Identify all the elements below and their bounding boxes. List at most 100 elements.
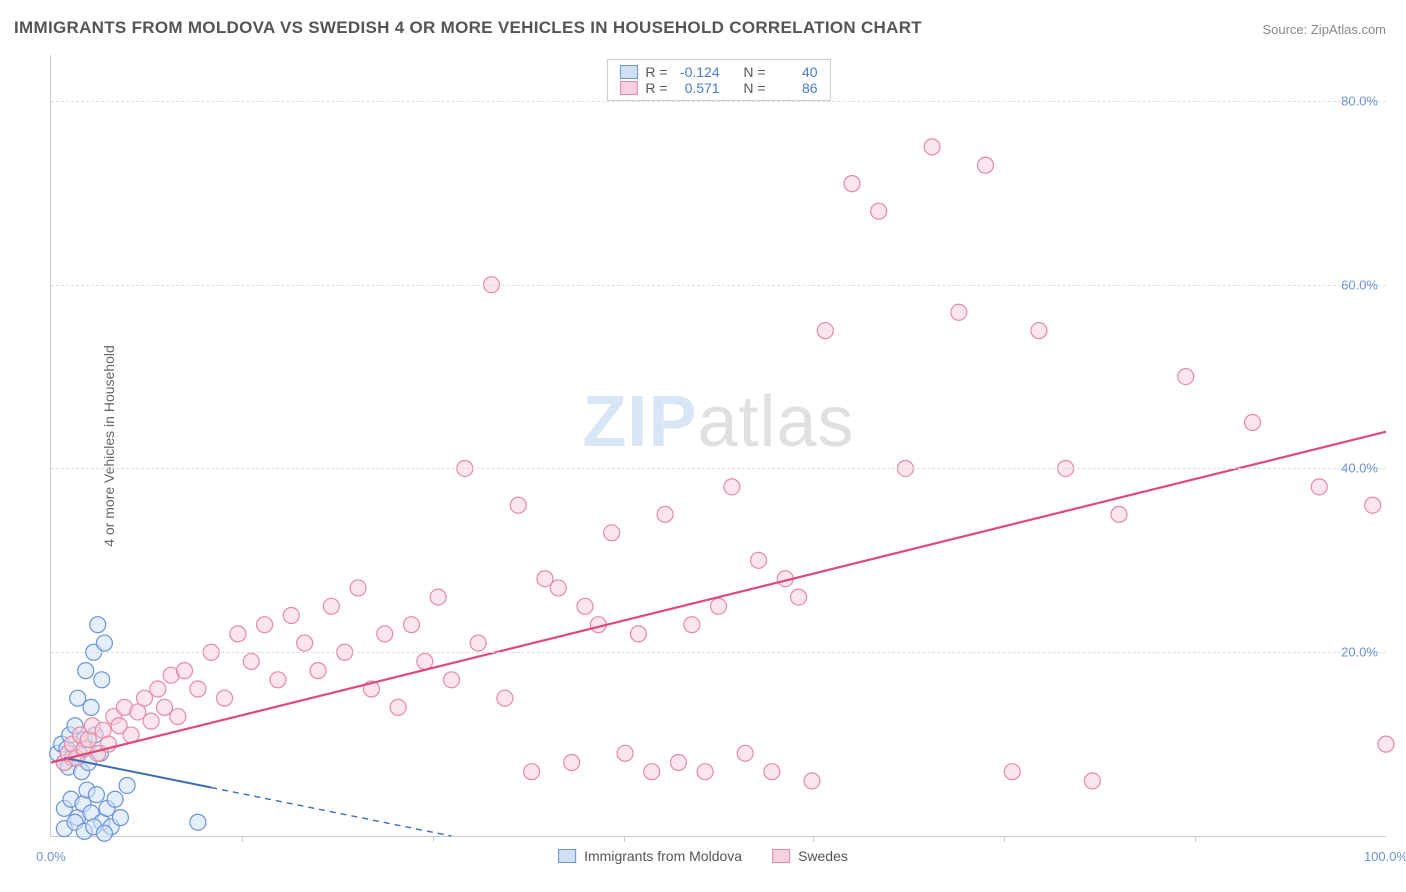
gridline — [51, 652, 1386, 653]
n-value-moldova: 40 — [774, 64, 818, 80]
scatter-point — [112, 810, 128, 826]
scatter-point — [1178, 369, 1194, 385]
x-tick-mark — [1004, 836, 1005, 842]
scatter-point — [1245, 415, 1261, 431]
scatter-point — [377, 626, 393, 642]
y-tick-label: 40.0% — [1341, 461, 1378, 476]
scatter-point — [684, 617, 700, 633]
y-tick-label: 60.0% — [1341, 277, 1378, 292]
scatter-point — [510, 497, 526, 513]
r-label: R = — [645, 64, 667, 80]
chart-plot-area: ZIPatlas R = -0.124 N = 40 R = 0.571 N =… — [50, 55, 1386, 837]
scatter-point — [617, 745, 633, 761]
scatter-point — [711, 598, 727, 614]
scatter-point — [1378, 736, 1394, 752]
swatch-swedes — [619, 81, 637, 95]
scatter-point — [697, 764, 713, 780]
scatter-point — [604, 525, 620, 541]
scatter-point — [791, 589, 807, 605]
scatter-point — [94, 672, 110, 688]
scatter-point — [217, 690, 233, 706]
scatter-point — [1004, 764, 1020, 780]
scatter-point — [844, 176, 860, 192]
legend-row-moldova: R = -0.124 N = 40 — [619, 64, 817, 80]
scatter-point — [577, 598, 593, 614]
scatter-point — [417, 653, 433, 669]
scatter-point — [470, 635, 486, 651]
r-label: R = — [645, 80, 667, 96]
scatter-point — [1084, 773, 1100, 789]
x-tick-mark — [242, 836, 243, 842]
scatter-svg — [51, 55, 1386, 836]
scatter-point — [1111, 506, 1127, 522]
scatter-point — [270, 672, 286, 688]
scatter-point — [230, 626, 246, 642]
scatter-point — [550, 580, 566, 596]
n-label: N = — [743, 64, 765, 80]
scatter-point — [78, 663, 94, 679]
r-value-moldova: -0.124 — [676, 64, 720, 80]
scatter-point — [170, 709, 186, 725]
trend-line — [51, 432, 1386, 763]
scatter-point — [297, 635, 313, 651]
scatter-point — [871, 203, 887, 219]
y-tick-label: 20.0% — [1341, 645, 1378, 660]
scatter-point — [390, 699, 406, 715]
scatter-point — [350, 580, 366, 596]
scatter-point — [96, 635, 112, 651]
swatch-moldova — [558, 849, 576, 863]
scatter-point — [644, 764, 660, 780]
scatter-point — [978, 157, 994, 173]
legend-label-moldova: Immigrants from Moldova — [584, 848, 742, 864]
gridline — [51, 285, 1386, 286]
y-tick-label: 80.0% — [1341, 93, 1378, 108]
scatter-point — [150, 681, 166, 697]
x-tick-label: 0.0% — [36, 849, 66, 864]
source-credit: Source: ZipAtlas.com — [1262, 22, 1386, 37]
x-tick-mark — [433, 836, 434, 842]
swatch-moldova — [619, 65, 637, 79]
swatch-swedes — [772, 849, 790, 863]
scatter-point — [1311, 479, 1327, 495]
scatter-point — [564, 754, 580, 770]
scatter-point — [430, 589, 446, 605]
legend-item-swedes: Swedes — [772, 848, 848, 864]
scatter-point — [524, 764, 540, 780]
gridline — [51, 468, 1386, 469]
n-value-swedes: 86 — [774, 80, 818, 96]
scatter-point — [1365, 497, 1381, 513]
scatter-point — [804, 773, 820, 789]
scatter-point — [190, 681, 206, 697]
x-tick-label: 100.0% — [1364, 849, 1406, 864]
correlation-legend: R = -0.124 N = 40 R = 0.571 N = 86 — [606, 59, 830, 101]
scatter-point — [283, 607, 299, 623]
scatter-point — [1031, 323, 1047, 339]
scatter-point — [630, 626, 646, 642]
legend-item-moldova: Immigrants from Moldova — [558, 848, 742, 864]
scatter-point — [143, 713, 159, 729]
series-legend: Immigrants from Moldova Swedes — [558, 848, 848, 864]
scatter-point — [924, 139, 940, 155]
scatter-point — [243, 653, 259, 669]
scatter-point — [107, 791, 123, 807]
scatter-point — [657, 506, 673, 522]
scatter-point — [670, 754, 686, 770]
scatter-point — [403, 617, 419, 633]
chart-title: IMMIGRANTS FROM MOLDOVA VS SWEDISH 4 OR … — [14, 18, 922, 38]
scatter-point — [724, 479, 740, 495]
x-tick-mark — [813, 836, 814, 842]
scatter-point — [119, 777, 135, 793]
scatter-point — [310, 663, 326, 679]
scatter-point — [323, 598, 339, 614]
scatter-point — [764, 764, 780, 780]
scatter-point — [497, 690, 513, 706]
scatter-point — [817, 323, 833, 339]
x-tick-mark — [624, 836, 625, 842]
scatter-point — [951, 304, 967, 320]
n-label: N = — [743, 80, 765, 96]
scatter-point — [90, 617, 106, 633]
r-value-swedes: 0.571 — [676, 80, 720, 96]
legend-label-swedes: Swedes — [798, 848, 848, 864]
trend-line-dashed — [211, 788, 451, 836]
scatter-point — [190, 814, 206, 830]
